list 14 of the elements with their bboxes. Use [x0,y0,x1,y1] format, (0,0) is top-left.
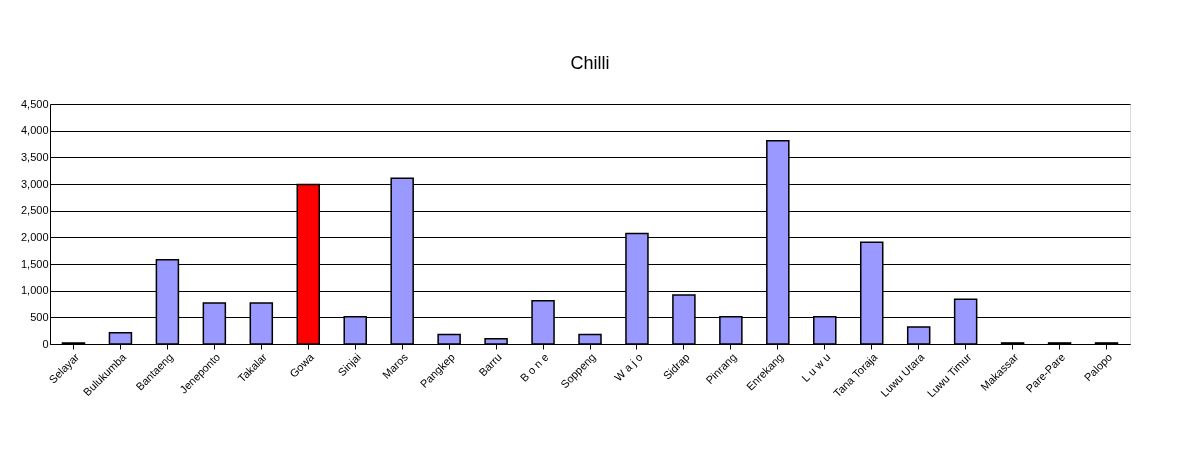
y-tick-label: 4,500 [20,97,49,110]
x-tick-label: B o n e [517,350,551,384]
y-tick-label: 3,500 [20,150,49,163]
y-tick-label: 1,000 [20,284,49,297]
y-tick-label: 2,500 [20,204,49,217]
chart-title: Chilli [570,53,610,73]
x-tick-label: L u w u [799,350,833,385]
x-tick-label: W a j o [612,350,645,384]
y-tick-label: 4,000 [20,124,49,137]
y-tick-label: 3,000 [20,177,49,190]
y-tick-label: 500 [30,310,49,323]
y-tick-label: 0 [42,337,49,350]
y-tick-label: 2,000 [20,230,49,243]
y-tick-label: 1,500 [20,257,49,270]
